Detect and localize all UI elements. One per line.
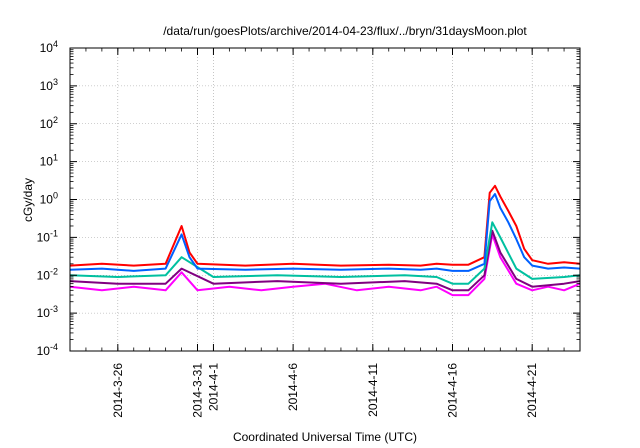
series-line-1 xyxy=(69,233,581,297)
series-line-2 xyxy=(69,229,581,292)
series-line-4 xyxy=(69,184,581,267)
series-line-5 xyxy=(69,193,581,272)
y-tick-label: 103 xyxy=(40,77,58,93)
y-axis-label: cGy/day xyxy=(21,178,35,222)
x-tick-label: 2014-4-21 xyxy=(525,363,539,418)
chart-title: /data/run/goesPlots/archive/2014-04-23/f… xyxy=(163,24,527,38)
y-tick-label: 100 xyxy=(40,191,58,207)
x-tick-label: 2014-3-26 xyxy=(111,363,125,418)
x-tick-label: 2014-4-1 xyxy=(206,363,220,411)
y-tick-label: 10-1 xyxy=(37,228,58,244)
y-tick-label: 10-4 xyxy=(37,342,58,358)
y-tick-label: 104 xyxy=(40,39,58,55)
y-tick-label: 10-3 xyxy=(37,304,58,320)
grid xyxy=(70,48,580,351)
x-axis-label: Coordinated Universal Time (UTC) xyxy=(233,430,417,444)
y-tick-label: 101 xyxy=(40,153,58,169)
x-tick-label: 2014-4-6 xyxy=(286,363,300,411)
series-layer xyxy=(69,184,581,297)
series-line-3 xyxy=(69,221,581,285)
y-tick-label: 102 xyxy=(40,115,58,131)
y-tick-label: 10-2 xyxy=(37,266,58,282)
x-tick-label: 2014-3-31 xyxy=(191,363,205,418)
x-tick-label: 2014-4-16 xyxy=(446,363,460,418)
x-tick-label: 2014-4-11 xyxy=(366,363,380,417)
axes: 10-4 10-3 10-2 10-1 100 101 102 103 104 2014-3-26… xyxy=(37,39,580,418)
